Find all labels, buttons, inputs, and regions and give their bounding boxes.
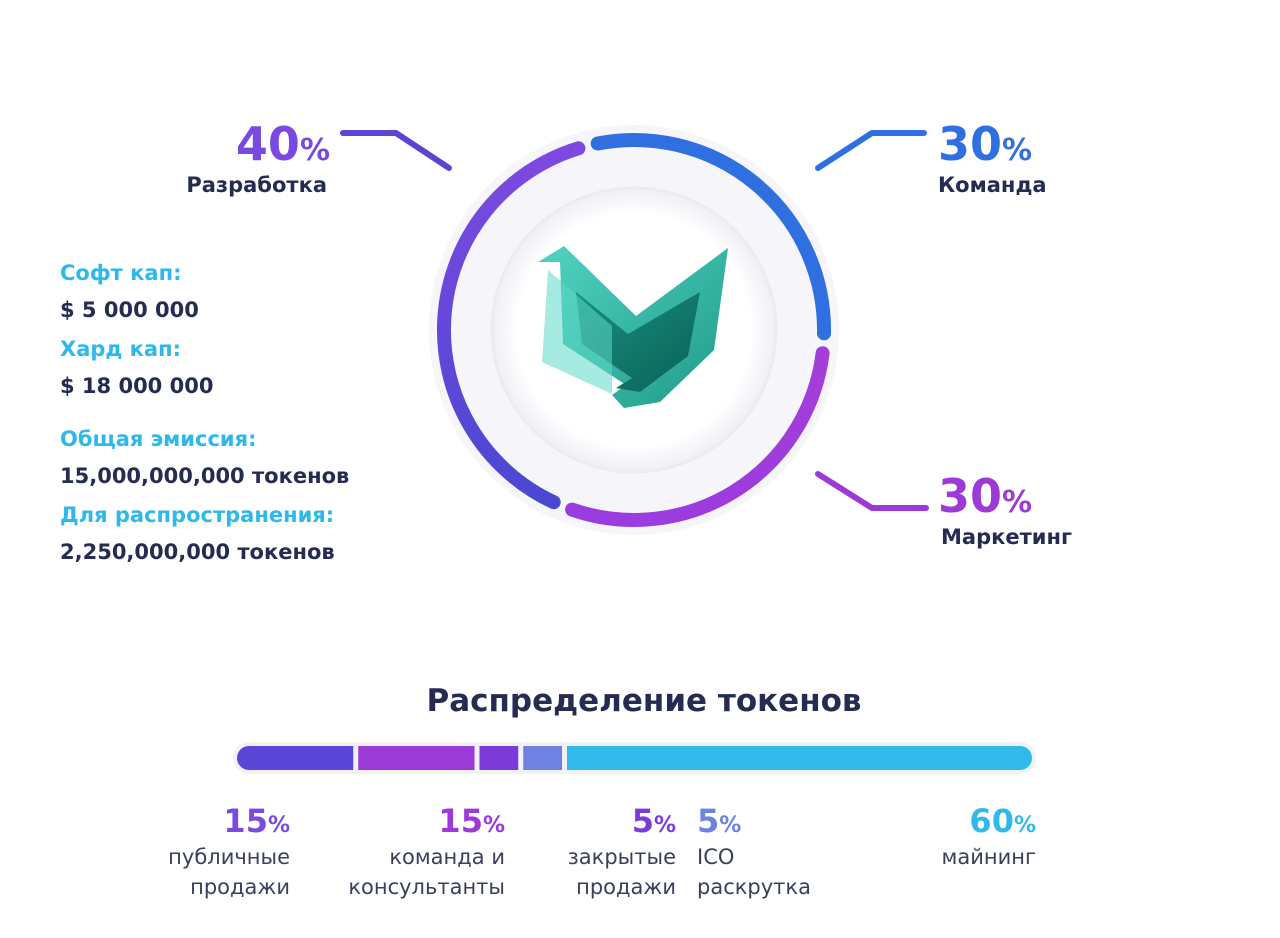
- bar-label-команда-и-консультанты-line-2: консультанты: [348, 875, 505, 899]
- leader-line-маркетинг: [815, 471, 929, 511]
- bar-label-команда-и-консультанты-line-1: команда и: [389, 845, 505, 869]
- ring-segment-команда: [590, 133, 832, 341]
- bar-label-ico-раскрутка-line-1: ICO: [697, 845, 734, 869]
- bar-label-публичные-продажи-line-2: продажи: [190, 875, 290, 899]
- info-value-1: $ 5 000 000: [60, 298, 199, 322]
- info-key-4: Для распространения:: [60, 503, 334, 527]
- bar-label-ico-раскрутка-line-2: раскрутка: [697, 875, 811, 899]
- bar-segment-публичные-продажи: [237, 746, 354, 770]
- info-value-3: 15,000,000,000 токенов: [60, 464, 349, 488]
- info-key-1: Софт кап:: [60, 261, 182, 285]
- bar-label-закрытые-продажи-line-2: продажи: [576, 875, 676, 899]
- leader-line-команда: [815, 130, 927, 171]
- bar-value-команда-и-консультанты: 15%: [438, 802, 505, 840]
- bar-segment-ico-раскрутка: [523, 746, 562, 770]
- ring-segment-разработка: [436, 141, 586, 510]
- bar-label-майнинг-line-1: майнинг: [942, 845, 1037, 869]
- leader-line-разработка: [340, 130, 452, 171]
- info-value-4: 2,250,000,000 токенов: [60, 540, 335, 564]
- bar-segment-команда-и-консультанты: [358, 746, 475, 770]
- ring-value-разработка: 40%: [236, 117, 330, 171]
- ring-value-маркетинг: 30%: [938, 469, 1032, 523]
- bar-chart-title: Распределение токенов: [426, 683, 861, 719]
- bar-value-ico-раскрутка: 5%: [697, 802, 741, 840]
- book-m-logo-icon: [538, 246, 728, 408]
- info-value-2: $ 18 000 000: [60, 374, 213, 398]
- bar-label-закрытые-продажи-line-1: закрытые: [568, 845, 676, 869]
- bar-value-закрытые-продажи: 5%: [632, 802, 676, 840]
- bar-value-майнинг: 60%: [969, 802, 1036, 840]
- info-key-2: Хард кап:: [60, 337, 181, 361]
- bar-segment-закрытые-продажи: [479, 746, 519, 770]
- bar-value-публичные-продажи: 15%: [223, 802, 290, 840]
- ring-label-разработка: Разработка: [186, 173, 327, 197]
- bar-label-публичные-продажи-line-1: публичные: [168, 845, 290, 869]
- ring-value-команда: 30%: [938, 117, 1032, 171]
- token-distribution-bar: [233, 742, 1036, 774]
- ring-segment-маркетинг: [565, 346, 830, 527]
- info-key-3: Общая эмиссия:: [60, 427, 257, 451]
- ring-label-команда: Команда: [938, 173, 1047, 197]
- token-distribution-labels: 15% публичные продажи 15% команда и консульта…: [168, 802, 1036, 899]
- ring-label-маркетинг: Маркетинг: [941, 525, 1072, 549]
- bar-segment-майнинг: [567, 746, 1032, 770]
- funding-info: Софт кап: $ 5 000 000 Хард кап: $ 18 000 00…: [60, 261, 349, 564]
